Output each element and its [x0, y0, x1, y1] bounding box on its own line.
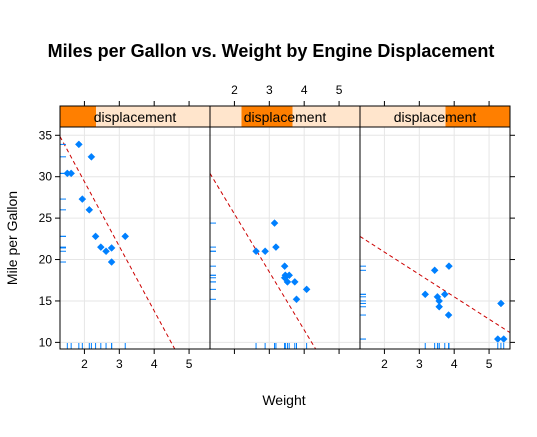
- y-tick-label: 20: [39, 253, 53, 267]
- data-point: [497, 299, 505, 308]
- grid-lines: [210, 127, 360, 349]
- regression-line: [210, 173, 317, 349]
- x-tick-label: 5: [336, 83, 343, 97]
- y-tick-label: 35: [39, 128, 53, 142]
- x-tick-label: 2: [231, 83, 238, 97]
- grid-lines: [60, 127, 210, 349]
- regression-line: [360, 236, 510, 334]
- data-point: [121, 232, 130, 241]
- data-point: [87, 152, 96, 161]
- y-axis: 10 15 20 25 30 35: [39, 128, 515, 349]
- data-point: [280, 262, 289, 271]
- strip-label: displacement: [94, 109, 177, 125]
- data-point: [493, 335, 502, 343]
- x-tick-label: 2: [81, 357, 88, 371]
- strip-label: displacement: [394, 109, 477, 125]
- data-point: [283, 278, 292, 286]
- strip-background: [60, 106, 210, 127]
- y-tick-label: 15: [39, 294, 53, 308]
- data-point: [292, 295, 301, 304]
- data-point: [445, 262, 453, 271]
- regression-line: [60, 136, 176, 349]
- panel-2: displacement 2 3 4 5: [209, 83, 361, 354]
- strip-shading: [60, 106, 96, 127]
- x-tick-label: 4: [151, 357, 158, 371]
- data-point: [91, 232, 100, 241]
- strip-shading: [445, 106, 510, 127]
- y-axis-label: Mile per Gallon: [4, 191, 20, 285]
- strip-label: displacement: [244, 109, 327, 125]
- panel-3: displacement 2 3 4 5: [359, 101, 511, 371]
- data-point: [435, 297, 444, 305]
- data-point: [85, 205, 94, 214]
- data-point: [78, 195, 87, 203]
- data-point: [252, 247, 260, 256]
- x-tick-label: 3: [116, 357, 123, 371]
- data-point: [430, 266, 439, 275]
- data-point: [285, 271, 294, 280]
- data-point: [272, 243, 280, 251]
- data-point: [270, 219, 279, 227]
- panel-border: [59, 126, 211, 350]
- panel-border: [209, 126, 361, 350]
- data-point: [67, 169, 76, 178]
- data-point: [444, 311, 453, 319]
- x-tick-label: 3: [266, 83, 273, 97]
- x-axis-label: Weight: [262, 392, 305, 408]
- data-point: [435, 302, 444, 311]
- x-tick-label: 4: [451, 357, 458, 371]
- y-tick-label: 25: [39, 211, 53, 225]
- y-tick-label: 10: [39, 335, 53, 349]
- data-point: [74, 140, 83, 149]
- data-point: [499, 335, 508, 343]
- data-point: [421, 290, 430, 299]
- data-point: [107, 244, 116, 252]
- chart-title: Miles per Gallon vs. Weight by Engine Di…: [48, 41, 495, 61]
- x-tick-label: 3: [416, 357, 423, 371]
- data-point: [107, 258, 116, 266]
- data-point: [302, 285, 311, 294]
- data-point: [261, 247, 269, 256]
- data-point: [290, 278, 299, 286]
- x-tick-label: 2: [381, 357, 388, 371]
- x-tick-label: 5: [486, 357, 493, 371]
- x-tick-label: 5: [186, 357, 193, 371]
- panel-1: displacement 2 3 4 5: [59, 101, 211, 371]
- data-point: [440, 290, 449, 299]
- x-tick-label: 4: [301, 83, 308, 97]
- y-tick-label: 30: [39, 170, 53, 184]
- grid-lines: [360, 127, 510, 349]
- data-point: [102, 247, 110, 256]
- data-point: [96, 243, 105, 251]
- panel-border: [359, 126, 511, 350]
- strip-shading: [241, 106, 293, 127]
